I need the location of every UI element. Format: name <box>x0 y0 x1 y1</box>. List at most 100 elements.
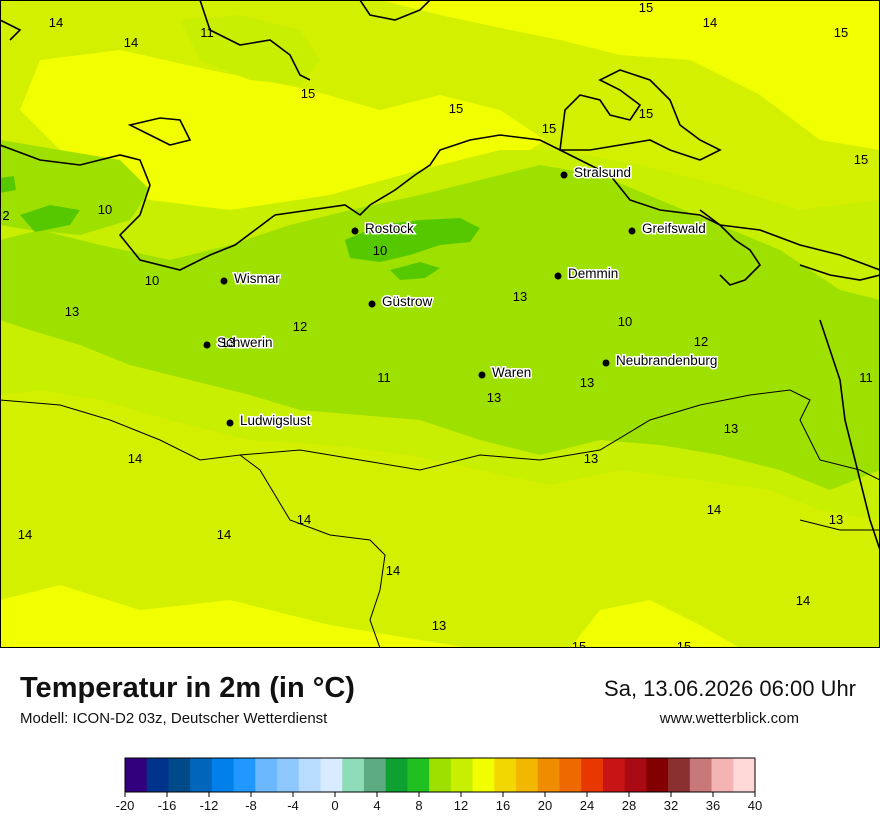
legend-tick-label: -4 <box>287 798 299 813</box>
temp-label: 15 <box>677 639 691 648</box>
temp-label: 10 <box>98 202 112 217</box>
temp-label: 12 <box>694 334 708 349</box>
temp-label: 10 <box>373 243 387 258</box>
legend-swatch <box>125 758 148 792</box>
temp-label: 11 <box>377 370 391 385</box>
forecast-datetime: Sa, 13.06.2026 06:00 Uhr <box>604 676 856 701</box>
color-legend: -20 -16 -12 -8 -4 0 4 8 12 16 20 24 28 32 36 40 <box>116 757 762 813</box>
temp-label: 13 <box>432 618 446 633</box>
city-label: Neubrandenburg <box>616 353 717 368</box>
field-15-north <box>380 0 880 150</box>
legend-swatch <box>494 758 517 792</box>
map-title: Temperatur in 2m (in °C) <box>20 672 355 704</box>
legend-swatch <box>450 758 474 792</box>
legend-tick-label: -20 <box>116 798 135 813</box>
legend-frame <box>124 757 756 793</box>
temp-label: 13 <box>580 375 594 390</box>
legend-swatch <box>472 758 495 792</box>
field-15-south <box>0 585 470 648</box>
city-label: Rostock <box>365 221 414 236</box>
legend-swatch <box>168 758 191 792</box>
city-label: Stralsund <box>574 165 631 180</box>
temp-label: 13 <box>221 335 235 350</box>
legend-swatch <box>277 758 300 792</box>
legend-tick-label: 20 <box>538 798 552 813</box>
temp-label: 14 <box>703 15 717 30</box>
temp-label: 15 <box>854 152 868 167</box>
temp-label: 15 <box>639 0 653 15</box>
legend-swatch <box>385 758 408 792</box>
legend-tick-label: 24 <box>580 798 594 813</box>
legend-tick-label: 8 <box>415 798 422 813</box>
legend-tick-label: -8 <box>245 798 257 813</box>
city-label: Waren <box>492 365 531 380</box>
temp-label: 10 <box>618 314 632 329</box>
legend-swatch <box>342 758 365 792</box>
temp-label: 15 <box>572 639 586 648</box>
legend-swatch <box>233 758 256 792</box>
city-schwerin: Schwerin <box>203 334 274 352</box>
legend-swatch <box>559 758 582 792</box>
model-source: Modell: ICON-D2 03z, Deutscher Wetterdie… <box>20 710 328 727</box>
coastline <box>0 0 880 551</box>
city-demmin: Demmin <box>554 265 620 283</box>
legend-tick-label: -16 <box>158 798 177 813</box>
temp-label: 11 <box>200 25 214 40</box>
temp-label: 11 <box>859 370 873 385</box>
footer: Temperatur in 2m (in °C) Modell: ICON-D2… <box>0 648 880 830</box>
temp-label: 13 <box>513 289 527 304</box>
temp-label: 14 <box>217 527 231 542</box>
legend-swatch <box>711 758 734 792</box>
legend-swatch <box>298 758 322 792</box>
legend-swatch <box>146 758 169 792</box>
legend-tick-label: 36 <box>706 798 720 813</box>
temp-label: 15 <box>834 25 848 40</box>
temp-label: 14 <box>707 502 721 517</box>
legend-swatch <box>190 758 213 792</box>
city-label: Greifswald <box>642 221 706 236</box>
city-waren: Waren <box>478 364 533 382</box>
legend-swatch <box>581 758 604 792</box>
field-10 <box>0 165 880 490</box>
field-8-east <box>390 262 440 280</box>
temp-label: 14 <box>128 451 142 466</box>
legend-swatch <box>407 758 430 792</box>
city-guestrow: Güstrow <box>368 293 434 311</box>
field-15-southeast <box>570 600 740 648</box>
temp-label: 13 <box>584 451 598 466</box>
legend-swatch <box>602 758 626 792</box>
temp-label: 14 <box>49 15 63 30</box>
city-ludwigslust: Ludwigslust <box>226 412 312 430</box>
legend-swatch <box>429 758 452 792</box>
legend-tick-label: 32 <box>664 798 678 813</box>
legend-tick-label: 40 <box>748 798 762 813</box>
temp-label: 10 <box>145 273 159 288</box>
legend-swatch <box>689 758 713 792</box>
temp-label: 12 <box>293 319 307 334</box>
legend-tick-label: 4 <box>373 798 380 813</box>
temp-label: 15 <box>639 106 653 121</box>
temperature-labels: 14 11 14 15 14 15 15 15 15 15 15 10 2 10… <box>2 0 872 648</box>
legend-tick-label: 0 <box>331 798 338 813</box>
temp-label: 13 <box>829 512 843 527</box>
temp-label: 15 <box>449 101 463 116</box>
legend-swatch <box>624 758 647 792</box>
legend-tick-label: -12 <box>200 798 219 813</box>
city-neubrandenburg: Neubrandenburg <box>602 352 719 370</box>
temp-label: 14 <box>297 512 311 527</box>
temp-label: 2 <box>2 208 9 223</box>
website-link[interactable]: www.wetterblick.com <box>659 710 799 727</box>
temp-label: 13 <box>724 421 738 436</box>
temp-label: 15 <box>301 86 315 101</box>
legend-swatch <box>733 758 756 792</box>
city-greifswald: Greifswald <box>628 220 707 238</box>
legend-swatch <box>320 758 343 792</box>
city-rostock: Rostock <box>351 220 416 238</box>
legend-swatch <box>211 758 235 792</box>
field-8-nw <box>0 176 16 193</box>
city-wismar: Wismar <box>220 270 282 288</box>
temp-label: 13 <box>65 304 79 319</box>
legend-swatch <box>516 758 539 792</box>
city-label: Schwerin <box>217 335 273 350</box>
legend-swatch <box>537 758 560 792</box>
